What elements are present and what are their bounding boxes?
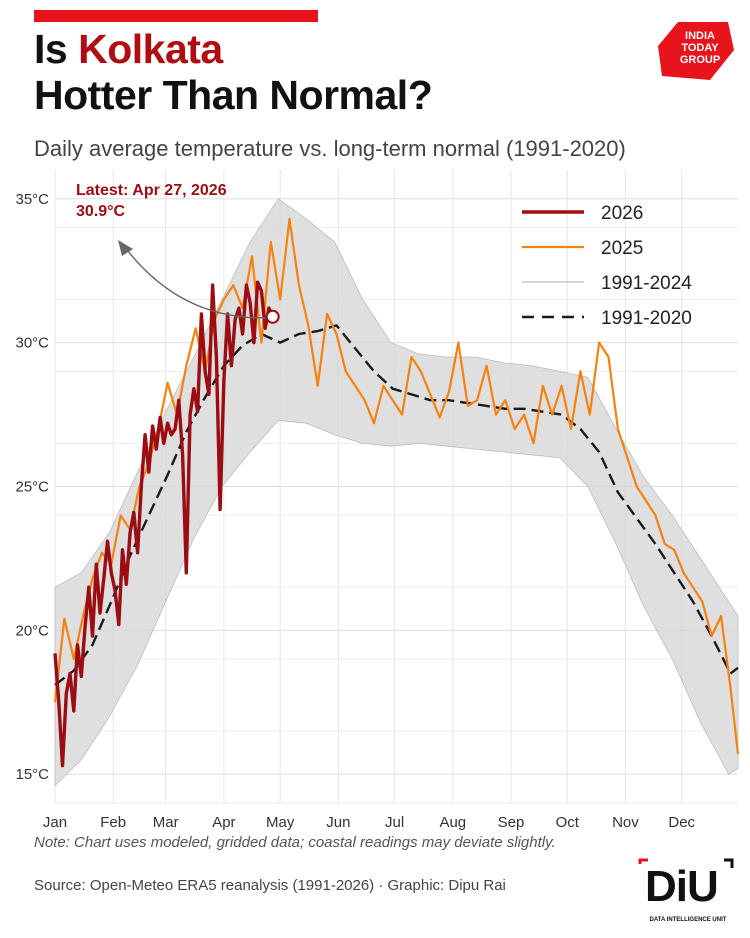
chart-axes: 15°C 20°C 25°C 30°C 35°C Jan Feb Mar Apr May Jun Ju…: [15, 191, 695, 830]
india-today-logo: INDIA TODAY GROUP: [658, 22, 734, 80]
legend-label-1991-2020: 1991-2020: [601, 308, 692, 329]
x-tick-label: Sep: [498, 814, 525, 830]
legend-label-1991-2024: 1991-2024: [601, 273, 692, 294]
x-tick-label: Apr: [212, 814, 235, 830]
annotation-date: Latest: Apr 27, 2026: [76, 182, 227, 199]
latest-annotation: Latest: Apr 27, 2026 30.9°C: [76, 182, 280, 324]
y-tick-label: 20°C: [15, 622, 49, 639]
x-tick-label: Feb: [100, 814, 126, 830]
logo-badge: [658, 22, 734, 80]
temperature-chart: 15°C 20°C 25°C 30°C 35°C Jan Feb Mar Apr May Jun Ju…: [15, 170, 740, 830]
y-tick-label: 15°C: [15, 766, 49, 783]
annotation-arrowhead: [118, 240, 133, 256]
legend-label-2026: 2026: [601, 203, 643, 224]
x-tick-label: Mar: [153, 814, 179, 830]
chart-subtitle: Daily average temperature vs. long-term …: [34, 136, 626, 161]
y-tick-label: 25°C: [15, 479, 49, 496]
diu-logo: DiU: [645, 862, 719, 911]
series-2025-line: [53, 217, 740, 755]
title-city: Kolkata: [78, 26, 223, 72]
latest-point-marker: [265, 309, 280, 324]
chart-source: Source: Open-Meteo ERA5 reanalysis (1991…: [34, 877, 506, 894]
chart-note: Note: Chart uses modeled, gridded data; …: [34, 834, 556, 851]
x-tick-label: Jun: [326, 814, 350, 830]
logo-line2: TODAY: [681, 42, 719, 54]
x-tick-label: Aug: [439, 814, 466, 830]
chart-legend: 2026 2025 1991-2024 1991-2020: [522, 203, 692, 329]
diu-logo-frame: [638, 858, 734, 868]
x-tick-label: May: [266, 814, 295, 830]
y-tick-label: 35°C: [15, 191, 49, 208]
title-accent-bar: [34, 10, 318, 22]
x-tick-label: Nov: [612, 814, 639, 830]
annotation-value: 30.9°C: [76, 203, 126, 220]
logo-line1: INDIA: [685, 30, 715, 42]
series-1991-2020-line: [54, 324, 739, 686]
legend-label-2025: 2025: [601, 238, 643, 259]
page-title: Is Kolkata Hotter Than Normal?: [34, 26, 433, 118]
title-line2: Hotter Than Normal?: [34, 72, 433, 118]
x-tick-label: Oct: [556, 814, 580, 830]
y-tick-label: 30°C: [15, 335, 49, 352]
diu-logo-subtitle: DATA INTELLIGENCE UNIT: [649, 917, 727, 923]
x-tick-label: Jul: [385, 814, 404, 830]
title-part1: Is: [34, 26, 79, 72]
x-tick-label: Dec: [668, 814, 695, 830]
logo-line3: GROUP: [680, 54, 720, 66]
x-tick-label: Jan: [43, 814, 67, 830]
annotation-arrow: [123, 245, 267, 319]
